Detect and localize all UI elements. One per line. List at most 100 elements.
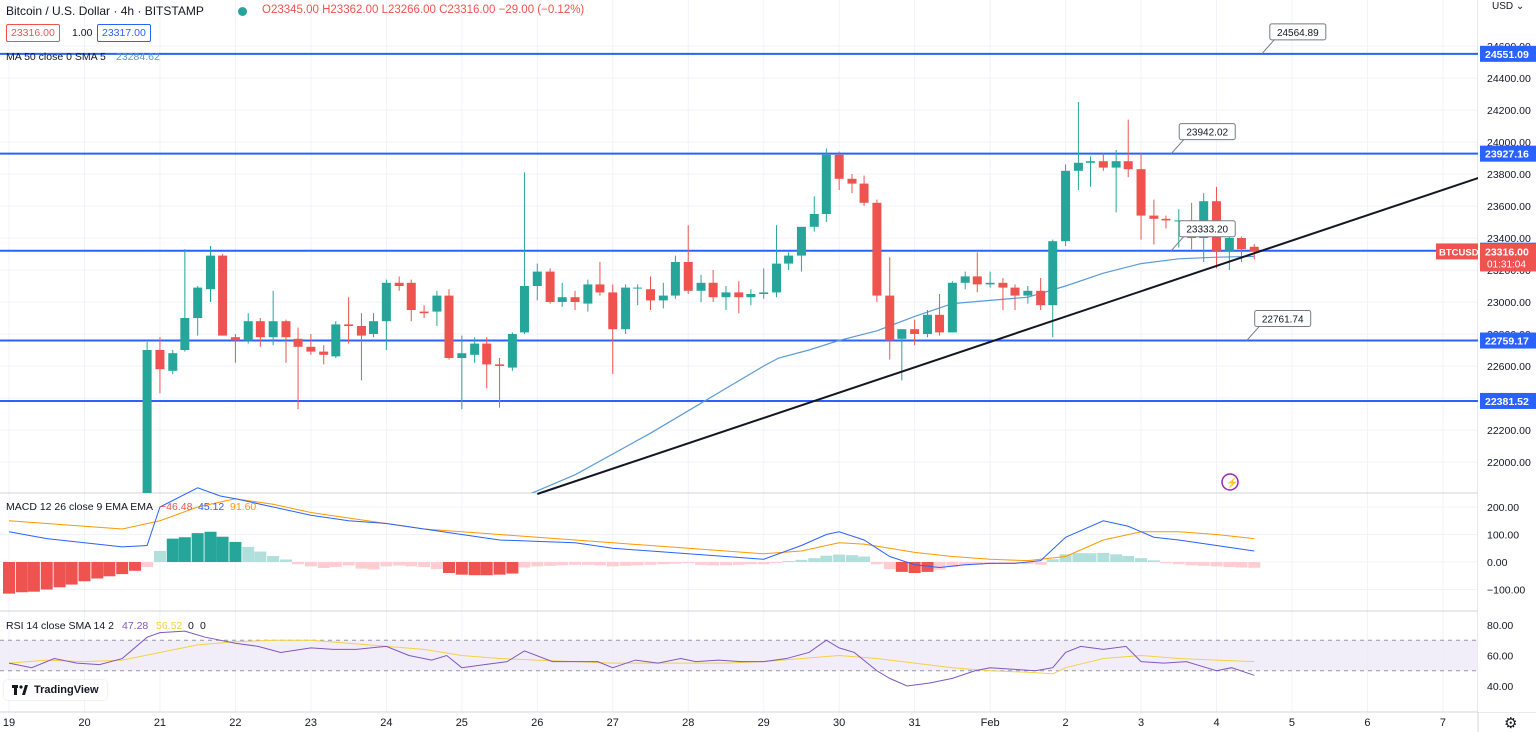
candle-body	[419, 311, 429, 314]
candle-body	[821, 154, 831, 214]
macd-histogram-bar	[1185, 562, 1198, 566]
level-price-tag-text: 22759.17	[1485, 336, 1529, 348]
ask-price[interactable]: 23317.00	[97, 24, 151, 42]
market-status-icon[interactable]	[238, 7, 247, 16]
rsi-tick-label: 60.00	[1487, 651, 1513, 663]
time-tick-label: 4	[1213, 717, 1219, 729]
symbol-tag	[1436, 243, 1478, 260]
rsi-legend-label[interactable]: RSI 14 close SMA 14 2	[6, 620, 114, 632]
price-tick-label: 23600.00	[1487, 201, 1531, 213]
candle-body	[621, 287, 631, 330]
level-price-tag	[1480, 332, 1536, 349]
macd-histogram-bar	[405, 562, 418, 567]
candle-body	[1048, 241, 1058, 306]
time-axis[interactable]: 19 20 21 22 23 24 25 26 27 28 29 30 31 Feb 2 3 4 5 6 7	[3, 717, 1446, 729]
candle-body	[331, 324, 341, 357]
bid-price[interactable]: 23316.00	[6, 24, 60, 42]
candle-body	[570, 297, 580, 302]
time-tick-label: 3	[1138, 717, 1144, 729]
macd-histogram-bar	[1122, 555, 1135, 562]
candle-body	[796, 226, 806, 256]
macd-histogram-bar	[40, 562, 53, 590]
candle-body	[696, 282, 706, 291]
gear-icon[interactable]: ⚙	[1504, 715, 1518, 732]
macd-signal-line	[8, 498, 1255, 562]
currency-selector[interactable]: USD ⌄	[1492, 1, 1525, 12]
macd-histogram-bar	[367, 562, 380, 570]
order-quantity[interactable]: 1.00	[72, 27, 93, 39]
macd-histogram-bar	[657, 562, 670, 565]
macd-legend-label[interactable]: MACD 12 26 close 9 EMA EMA	[6, 501, 154, 513]
ma50-layer	[530, 255, 1255, 493]
candle-body	[1023, 290, 1033, 296]
callout-box	[1269, 23, 1327, 41]
candle-body	[255, 321, 265, 338]
candle-body	[595, 284, 605, 293]
macd-histogram-bar	[921, 562, 934, 572]
macd-histogram-bar	[480, 562, 493, 576]
macd-histogram-bar	[1046, 559, 1059, 562]
price-tick-label: 22200.00	[1487, 425, 1531, 437]
candle-body	[1174, 220, 1184, 222]
tradingview-logo[interactable]: TradingView	[4, 680, 107, 700]
ma-indicator-label[interactable]: MA 50 close 0 SMA 5	[6, 51, 106, 63]
level-price-tag	[1480, 45, 1536, 62]
candle-body	[960, 276, 970, 283]
candle-body	[859, 183, 869, 203]
ohlc-values: O23345.00 H23362.00 L23266.00 C23316.00 …	[262, 4, 585, 16]
price-axis[interactable]: 22000.0022200.0022400.0022600.0022800.00…	[1436, 0, 1536, 712]
last-price-text: 23316.00	[1485, 246, 1529, 258]
candle-body	[947, 282, 957, 333]
macd-histogram-bar	[430, 562, 443, 570]
symbol-tag-text: BTCUSD	[1439, 247, 1479, 258]
callout-text: 23942.02	[1186, 128, 1228, 139]
last-price-tag	[1480, 243, 1536, 272]
macd-histogram-bar	[619, 562, 632, 566]
candle-body	[319, 351, 329, 355]
macd-histogram-bar	[895, 562, 908, 572]
horizontal-levels	[0, 52, 1478, 402]
rsi-sma-value: 56.52	[156, 620, 183, 632]
macd-histogram-bar	[820, 555, 833, 562]
candle-body	[847, 178, 857, 184]
macd-histogram-bar	[883, 562, 896, 570]
callout-box	[1178, 123, 1236, 141]
time-tick-label: 31	[909, 717, 921, 729]
time-tick-label: 25	[456, 717, 468, 729]
macd-histogram-bar	[267, 555, 280, 562]
candle-body	[1236, 238, 1246, 250]
candle-body	[985, 282, 995, 285]
macd-histogram-bar	[808, 558, 821, 562]
macd-histogram-bar	[682, 562, 695, 564]
rsi-extra-value-1: 0	[188, 620, 194, 632]
candle-body	[495, 364, 505, 366]
rsi-sma-line	[8, 639, 1255, 675]
alert-icon-glyph: ⚡	[1226, 476, 1238, 489]
candle-body	[281, 321, 291, 338]
price-tick-label: 23800.00	[1487, 169, 1531, 181]
candle-body	[645, 289, 655, 301]
macd-tick-label: −100.00	[1487, 585, 1525, 597]
candle-body	[1073, 162, 1083, 171]
macd-histogram-bar	[141, 562, 154, 567]
macd-histogram-bar	[342, 562, 355, 566]
macd-histogram-bar	[858, 556, 871, 562]
trendline-layer[interactable]: ⚡	[536, 176, 1481, 495]
level-price-tag	[1480, 145, 1536, 162]
macd-histogram-bar	[204, 531, 217, 562]
time-tick-label: 30	[833, 717, 845, 729]
candle-body	[1249, 246, 1259, 252]
macd-histogram-bar	[468, 562, 481, 576]
macd-histogram-bar	[178, 537, 191, 562]
macd-histogram-bar	[3, 562, 15, 594]
macd-histogram-bar	[695, 562, 708, 565]
tradingview-logo-icon	[12, 685, 28, 695]
callout-text: 22761.74	[1262, 315, 1304, 326]
candle-body	[910, 329, 920, 334]
time-tick-label: Feb	[981, 717, 1000, 729]
macd-pane	[3, 487, 1261, 594]
candle-body	[772, 263, 782, 293]
macd-signal-value: 91.60	[230, 501, 257, 513]
macd-histogram-bar	[996, 562, 1009, 564]
